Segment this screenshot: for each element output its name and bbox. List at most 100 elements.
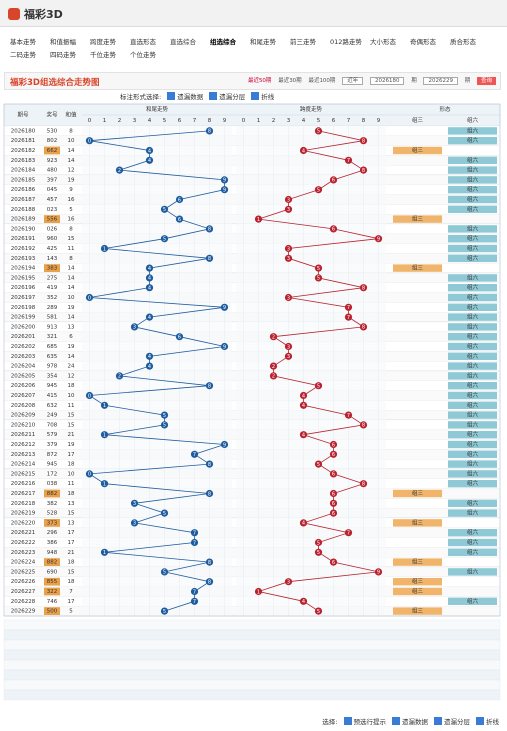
recent[interactable]: 最近100期 <box>308 78 336 84</box>
number: 556 <box>47 217 58 223</box>
nav-link[interactable]: 个位走势 <box>130 51 156 59</box>
select[interactable]: 近年 <box>342 77 364 85</box>
period: 2026185 <box>11 177 36 183</box>
nav-link[interactable]: 012路走势 <box>330 38 362 46</box>
form: 组六 <box>467 430 479 438</box>
checkbox[interactable] <box>434 717 442 725</box>
nav-link[interactable]: 基本走势 <box>10 38 36 46</box>
checkbox[interactable] <box>392 717 400 725</box>
recent[interactable]: 最近50期 <box>247 78 272 84</box>
x-tick-label: 0 <box>88 118 92 124</box>
checkbox[interactable] <box>209 92 218 100</box>
trend-point-label: 9 <box>223 178 226 184</box>
sum: 15 <box>68 422 75 428</box>
bottom-option[interactable]: 折线 <box>486 718 499 726</box>
trend-point-label: 8 <box>208 580 211 586</box>
sum: 16 <box>68 217 75 223</box>
trend-point <box>220 342 229 351</box>
nav-link[interactable]: 和值振幅 <box>50 38 76 46</box>
trend-point-label: 4 <box>148 286 151 292</box>
nav-link[interactable]: 直选形态 <box>130 38 156 46</box>
trend-point-label: 0 <box>88 139 91 145</box>
filter-option[interactable]: 遗漏分层 <box>219 93 246 101</box>
nav-link[interactable]: 奇偶形态 <box>410 38 436 46</box>
number-highlight <box>44 519 60 527</box>
filter-option[interactable]: 折线 <box>261 93 275 101</box>
x-tick-label: 7 <box>193 118 197 124</box>
trend-point <box>190 597 199 605</box>
trend-point <box>145 264 154 272</box>
form-cell <box>448 470 497 478</box>
query-button[interactable]: 查询 <box>476 77 496 85</box>
trend-point <box>284 195 293 204</box>
trend-point-label: 6 <box>178 217 181 223</box>
period: 2026186 <box>11 187 36 193</box>
checkbox[interactable] <box>343 717 352 725</box>
form: 组六 <box>467 381 479 389</box>
period: 2026224 <box>11 560 36 566</box>
form-cell <box>393 519 442 527</box>
trend-point <box>100 431 109 439</box>
form: 组三 <box>412 587 424 595</box>
sum: 18 <box>68 491 75 497</box>
trend-point <box>190 538 199 547</box>
trend-point-label: 3 <box>287 295 290 301</box>
number: 425 <box>47 246 58 252</box>
period: 2026222 <box>11 540 36 546</box>
nav-link[interactable]: 和尾走势 <box>250 38 276 46</box>
form: 组六 <box>467 175 479 183</box>
trend-point <box>115 372 124 380</box>
form: 组六 <box>467 185 479 193</box>
trend-point <box>284 352 293 360</box>
sum: 5 <box>69 609 73 615</box>
period: 2026191 <box>11 236 36 242</box>
form-cell <box>448 205 497 213</box>
nav-link[interactable]: 跨度走势 <box>90 38 116 46</box>
sum: 15 <box>68 236 75 242</box>
trend-point-label: 3 <box>287 197 290 203</box>
nav-link[interactable]: 千位走势 <box>90 51 116 59</box>
period: 2026206 <box>11 383 36 389</box>
nav-link[interactable]: 二码走势 <box>10 51 36 59</box>
trend-point <box>100 548 109 556</box>
checkbox[interactable] <box>251 92 260 100</box>
trend-point <box>175 215 184 223</box>
nav-link[interactable]: 质合形态 <box>450 38 476 46</box>
checkbox[interactable] <box>476 717 484 725</box>
sum: 14 <box>68 158 75 164</box>
trend-point-label: 8 <box>208 129 211 135</box>
period: 2026225 <box>11 569 36 575</box>
filter-option[interactable]: 遗漏数据 <box>177 93 204 101</box>
trend-point-label: 4 <box>148 354 151 360</box>
sum: 14 <box>68 148 75 154</box>
trend-point <box>175 195 184 204</box>
form: 组六 <box>467 342 479 350</box>
nav-link[interactable]: 大小形态 <box>370 38 396 46</box>
recent[interactable]: 最近30期 <box>278 78 302 84</box>
to-input[interactable]: 2026229 <box>423 77 458 85</box>
sum: 13 <box>68 501 75 507</box>
checkbox[interactable] <box>167 92 176 100</box>
nav-link[interactable]: 直选综合 <box>170 38 196 46</box>
number: 143 <box>47 256 58 262</box>
form-cell <box>448 274 497 282</box>
number-highlight <box>44 587 60 596</box>
trend-point <box>160 607 169 615</box>
period: 2026199 <box>11 315 36 321</box>
number: 581 <box>47 315 58 321</box>
bottom-option[interactable]: 预选行提示 <box>353 718 387 726</box>
footer-row <box>3 669 501 681</box>
trend-point <box>314 460 323 468</box>
trend-point-label: 5 <box>317 276 320 282</box>
sum: 13 <box>68 520 75 526</box>
nav-link[interactable]: 组选综合 <box>210 38 236 46</box>
bottom-option[interactable]: 遗漏分层 <box>444 718 470 726</box>
form-cell <box>393 489 442 498</box>
trend-point <box>344 411 353 419</box>
from-input[interactable]: 2026180 <box>369 77 405 85</box>
trend-point-label: 4 <box>302 521 305 527</box>
number: 023 <box>47 207 58 213</box>
bottom-option[interactable]: 遗漏数据 <box>402 718 428 726</box>
nav-link[interactable]: 前三走势 <box>290 38 316 46</box>
nav-link[interactable]: 四码走势 <box>50 51 76 59</box>
